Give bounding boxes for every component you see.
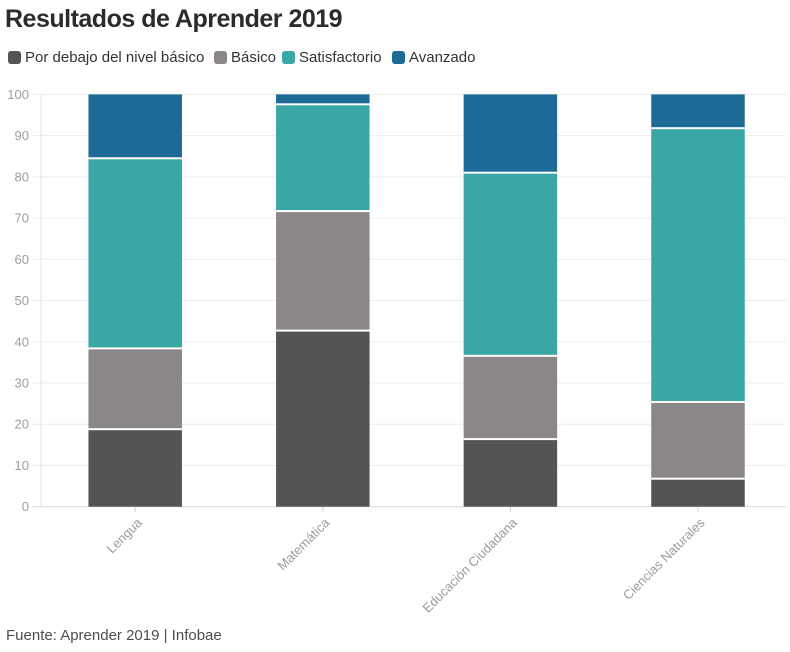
svg-text:30: 30 [15,376,29,391]
svg-text:20: 20 [15,417,29,432]
svg-text:80: 80 [15,169,29,184]
svg-text:10: 10 [15,458,29,473]
svg-text:100: 100 [7,87,29,102]
svg-text:40: 40 [15,334,29,349]
svg-text:90: 90 [15,128,29,143]
svg-text:60: 60 [15,252,29,267]
svg-text:70: 70 [15,211,29,226]
svg-text:50: 50 [15,293,29,308]
svg-text:0: 0 [22,499,29,514]
